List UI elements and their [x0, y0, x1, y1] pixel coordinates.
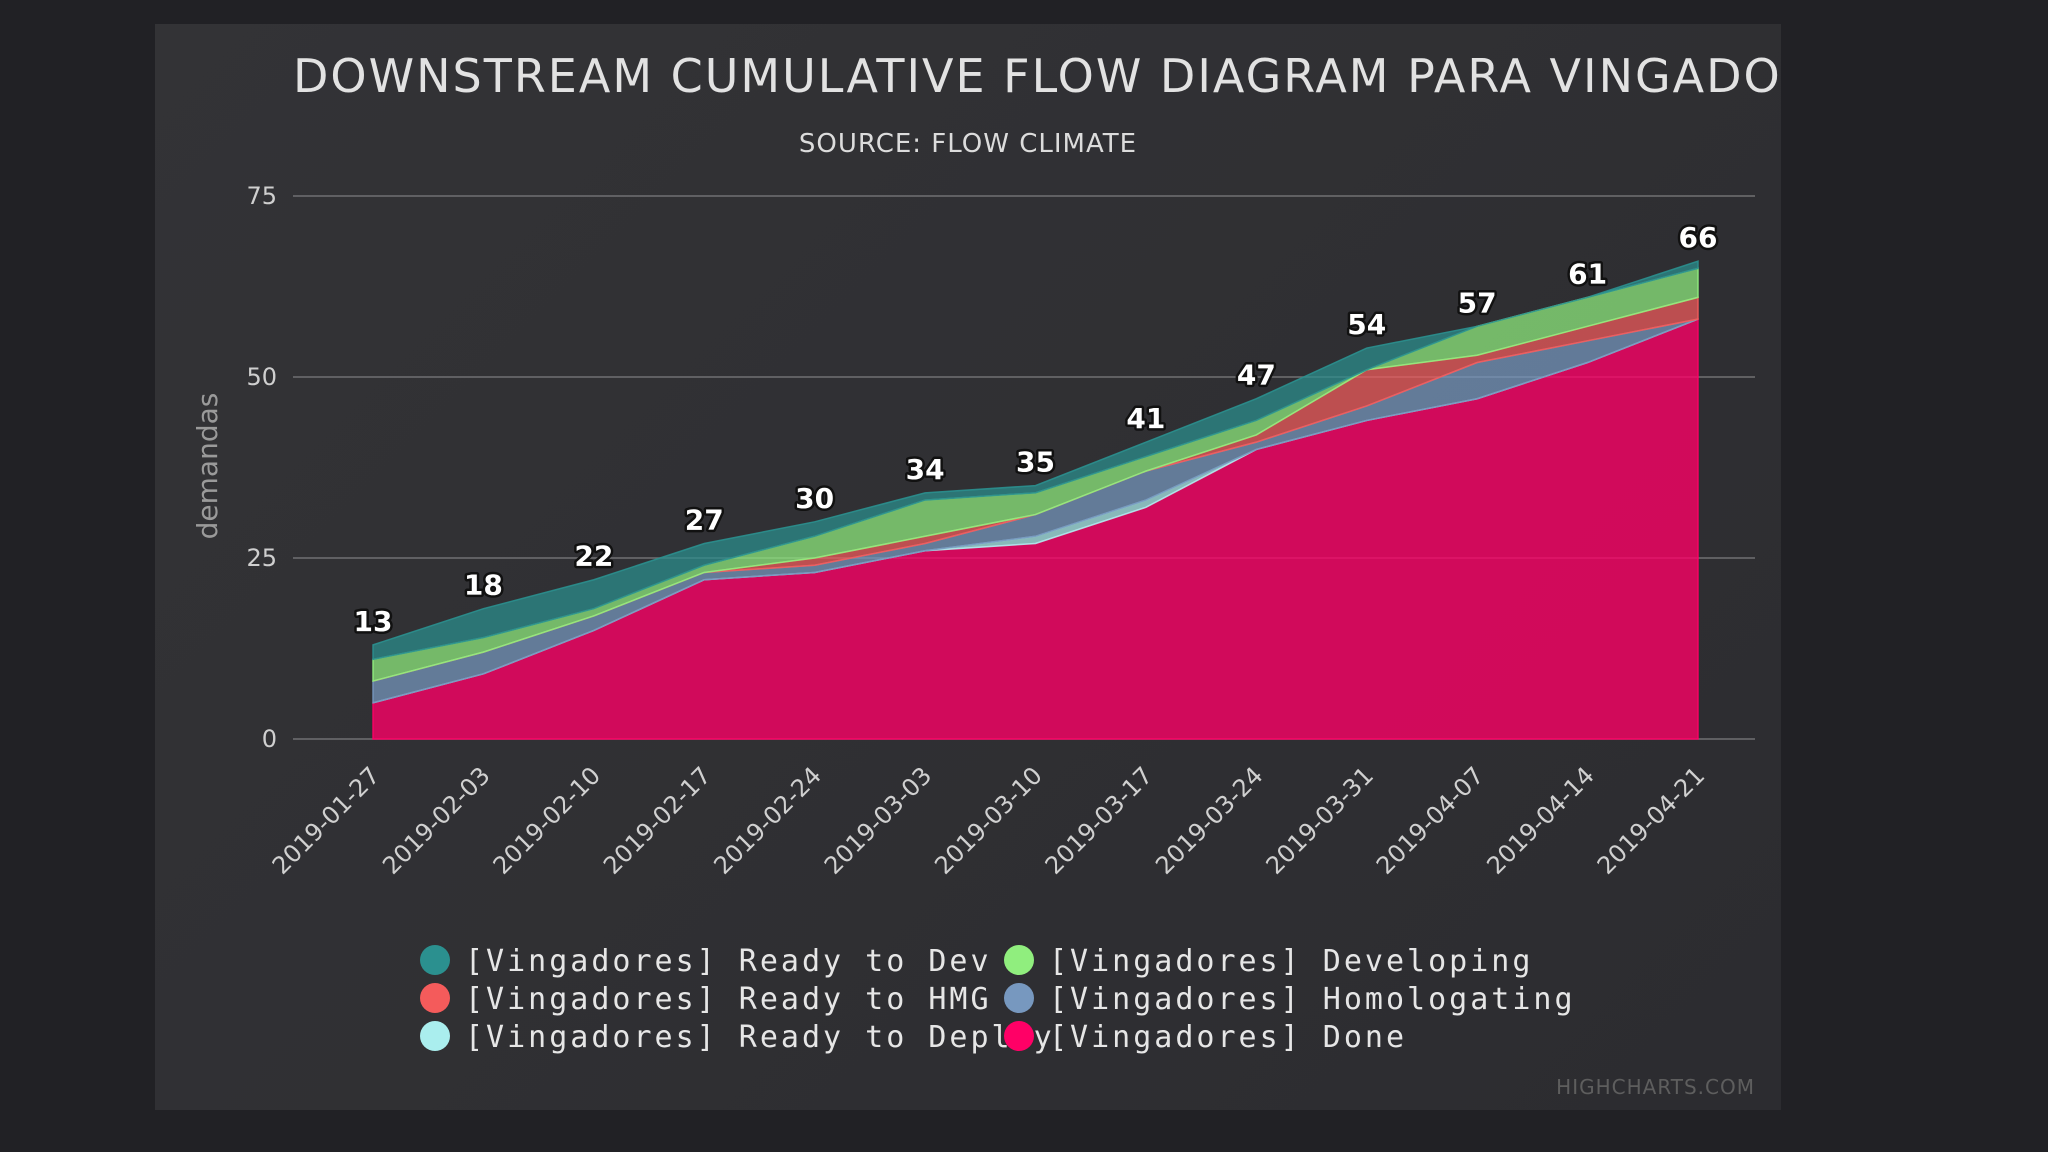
total-data-label: 61 — [1568, 257, 1607, 290]
y-tick-label: 0 — [262, 725, 277, 753]
legend-item[interactable]: [Vingadores] Homologating — [1004, 982, 1576, 1017]
legend-item[interactable]: [Vingadores] Ready to HMG — [420, 982, 992, 1017]
x-tick-label: 2019-02-24 — [708, 761, 826, 879]
total-data-label: 27 — [685, 504, 724, 537]
legend-label: [Vingadores] Ready to Deploy — [465, 1020, 1055, 1055]
total-data-label: 54 — [1347, 308, 1386, 341]
legend-item[interactable]: [Vingadores] Done — [1004, 1020, 1407, 1055]
total-data-label: 66 — [1679, 221, 1718, 254]
legend-label: [Vingadores] Ready to Dev — [465, 944, 992, 979]
legend-marker — [1004, 983, 1034, 1013]
legend-marker — [1004, 1021, 1034, 1051]
chart-title: DOWNSTREAM CUMULATIVE FLOW DIAGRAM PARA … — [293, 49, 1781, 103]
legend-label: [Vingadores] Homologating — [1049, 982, 1576, 1017]
legend-marker — [420, 983, 450, 1013]
y-axis-title: demandas — [191, 393, 224, 540]
x-tick-label: 2019-04-07 — [1371, 761, 1489, 879]
x-tick-label: 2019-03-31 — [1261, 761, 1379, 879]
y-tick-label: 50 — [246, 363, 277, 391]
legend: [Vingadores] Ready to Dev [Vingadores] De… — [420, 944, 1576, 1055]
total-data-label: 22 — [574, 540, 613, 573]
data-label-layer: 13 18 22 27 30 34 35 41 47 54 57 61 66 — [351, 219, 1720, 641]
legend-label: [Vingadores] Done — [1049, 1020, 1407, 1055]
x-tick-label: 2019-03-03 — [819, 761, 937, 879]
credits-link[interactable]: Highcharts.com — [1556, 1075, 1755, 1099]
chart-panel: DOWNSTREAM CUMULATIVE FLOW DIAGRAM PARA … — [155, 24, 1781, 1110]
total-data-label: 57 — [1458, 286, 1497, 319]
legend-label: [Vingadores] Ready to HMG — [465, 982, 992, 1017]
total-data-label: 47 — [1237, 359, 1276, 392]
x-tick-label: 2019-03-17 — [1040, 761, 1158, 879]
x-tick-label: 2019-02-03 — [377, 761, 495, 879]
x-tick-label: 2019-04-21 — [1592, 761, 1710, 879]
legend-marker — [1004, 945, 1034, 975]
total-data-label: 18 — [464, 569, 503, 602]
area-series-0[interactable] — [372, 260, 1699, 661]
legend-item[interactable]: [Vingadores] Developing — [1004, 944, 1533, 979]
chart-subtitle: SOURCE: FLOW CLIMATE — [799, 129, 1137, 159]
y-tick-label: 25 — [246, 544, 277, 572]
legend-marker — [420, 945, 450, 975]
x-tick-label: 2019-01-27 — [267, 761, 385, 879]
legend-item[interactable]: [Vingadores] Ready to Dev — [420, 944, 992, 979]
x-tick-label: 2019-02-17 — [598, 761, 716, 879]
chart-svg: DOWNSTREAM CUMULATIVE FLOW DIAGRAM PARA … — [191, 49, 1781, 1099]
x-tick-label: 2019-03-24 — [1150, 761, 1268, 879]
total-data-label: 41 — [1126, 402, 1165, 435]
legend-label: [Vingadores] Developing — [1049, 944, 1533, 979]
x-tick-label: 2019-02-10 — [488, 761, 606, 879]
total-data-label: 30 — [795, 482, 834, 515]
total-data-label: 34 — [906, 453, 945, 486]
legend-item[interactable]: [Vingadores] Ready to Deploy — [420, 1020, 1055, 1055]
x-tick-label: 2019-04-14 — [1481, 761, 1599, 879]
series-layer — [372, 260, 1699, 740]
total-data-label: 13 — [354, 605, 393, 638]
y-tick-label: 75 — [246, 182, 277, 210]
legend-marker — [420, 1021, 450, 1051]
total-data-label: 35 — [1016, 446, 1055, 479]
x-tick-label: 2019-03-10 — [929, 761, 1047, 879]
